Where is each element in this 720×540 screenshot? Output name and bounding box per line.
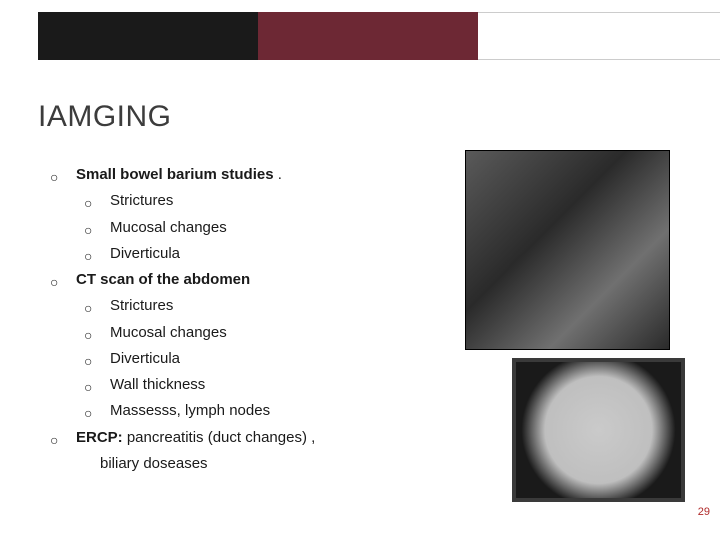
sub-label: Strictures xyxy=(110,297,173,314)
item-label: CT scan of the abdomen xyxy=(76,271,250,288)
list-item: ○ ERCP: pancreatitis (duct changes) , xyxy=(50,425,315,451)
list-item: ○ Mucosal changes xyxy=(50,320,315,346)
bullet-icon: ○ xyxy=(50,270,58,295)
bullet-icon: ○ xyxy=(84,191,92,216)
bar-segment-white xyxy=(478,12,720,60)
slide-title: IAMGING xyxy=(38,100,172,134)
sub-label: Mucosal changes xyxy=(110,324,227,341)
bullet-icon: ○ xyxy=(84,218,92,243)
item-label: Small bowel barium studies xyxy=(76,166,274,183)
item-rest: pancreatitis (duct changes) , xyxy=(123,429,316,446)
list-item: ○ Massesss, lymph nodes xyxy=(50,398,315,424)
bullet-icon: ○ xyxy=(84,349,92,374)
sub-label: Massesss, lymph nodes xyxy=(110,402,270,419)
bullet-icon: ○ xyxy=(84,375,92,400)
accent-bar xyxy=(38,12,720,60)
item-suffix: . xyxy=(274,166,282,183)
sub-label: Wall thickness xyxy=(110,376,205,393)
list-item: ○ Strictures xyxy=(50,293,315,319)
bullet-icon: ○ xyxy=(84,296,92,321)
sub-label: Diverticula xyxy=(110,350,180,367)
list-item: ○ Small bowel barium studies . xyxy=(50,162,315,188)
page-number: 29 xyxy=(698,506,710,518)
list-item: ○ Wall thickness xyxy=(50,372,315,398)
bar-segment-dark xyxy=(38,12,258,60)
list-item-continuation: biliary doseases xyxy=(50,451,315,477)
item-bold: ERCP: xyxy=(76,429,123,446)
list-item: ○ Diverticula xyxy=(50,241,315,267)
list-item: ○ Mucosal changes xyxy=(50,215,315,241)
list-item: ○ Strictures xyxy=(50,188,315,214)
list-item: ○ CT scan of the abdomen xyxy=(50,267,315,293)
ercp-image xyxy=(512,358,685,502)
ct-scan-image xyxy=(465,150,670,350)
sub-label: Mucosal changes xyxy=(110,219,227,236)
bullet-icon: ○ xyxy=(84,244,92,269)
sub-label: Strictures xyxy=(110,192,173,209)
bar-segment-maroon xyxy=(258,12,478,60)
item-line2: biliary doseases xyxy=(100,455,208,472)
list-item: ○ Diverticula xyxy=(50,346,315,372)
bullet-icon: ○ xyxy=(84,323,92,348)
sub-label: Diverticula xyxy=(110,245,180,262)
bullet-icon: ○ xyxy=(50,165,58,190)
bullet-icon: ○ xyxy=(50,428,58,453)
content-body: ○ Small bowel barium studies . ○ Strictur… xyxy=(50,162,315,477)
bullet-icon: ○ xyxy=(84,401,92,426)
